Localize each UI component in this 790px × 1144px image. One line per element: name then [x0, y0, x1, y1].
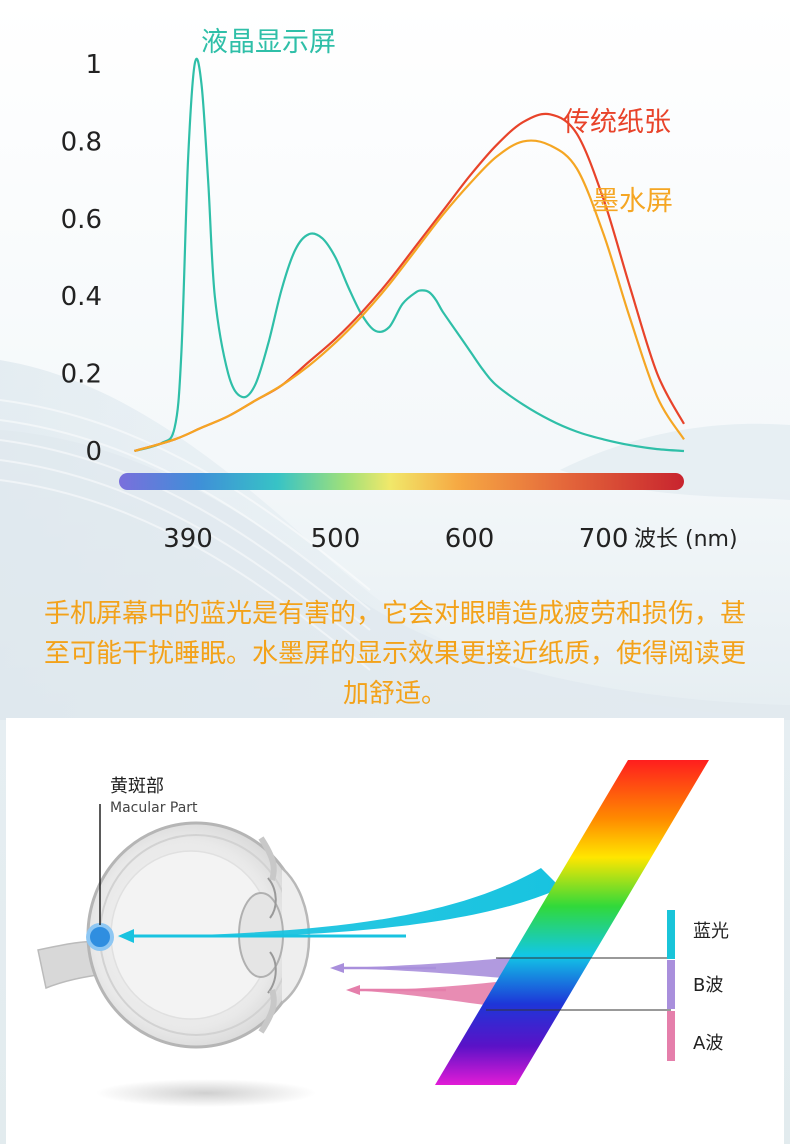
- y-tick-label: 0.6: [61, 205, 102, 235]
- x-tick-label: 700: [579, 524, 629, 554]
- y-tick-label: 0: [85, 437, 102, 467]
- macula-label-en: Macular Part: [110, 800, 198, 816]
- spectrum-prism: [435, 760, 709, 1085]
- macula-label-cn: 黄斑部: [110, 776, 164, 797]
- a-wave-arrowhead: [346, 985, 360, 995]
- caption-text: 手机屏幕中的蓝光是有害的，它会对眼睛造成疲劳和损伤，甚至可能干扰睡眠。水墨屏的显…: [43, 599, 746, 709]
- legend-bar-blue-light: [667, 910, 675, 959]
- y-axis-ticks: 1 0.8 0.6 0.4 0.2 0: [61, 50, 102, 467]
- x-axis-label: 波长 (nm): [634, 527, 738, 552]
- y-tick-label: 0.4: [61, 282, 102, 312]
- x-axis-ticks: 390 500 600 700: [163, 524, 628, 554]
- y-tick-label: 0.2: [61, 360, 102, 390]
- blue-light-arrowhead: [118, 929, 134, 943]
- eye-shadow: [96, 1079, 316, 1107]
- series-label-eink: 墨水屏: [592, 186, 673, 217]
- eye-diagram: 黄斑部 Macular Part 蓝光 B波 A波: [37, 760, 729, 1107]
- spectrum-chart: 1 0.8 0.6 0.4 0.2 0 390 500 600 700 波长 (nm) 液晶显示…: [61, 27, 738, 554]
- legend-label-a-wave: A波: [693, 1033, 723, 1054]
- x-tick-label: 600: [445, 524, 495, 554]
- eink-line: [134, 139, 685, 453]
- series-label-paper: 传统纸张: [563, 107, 671, 138]
- b-wave-arrowhead: [330, 963, 344, 973]
- blue-light-beam: [116, 868, 561, 938]
- a-wave-beam: [351, 980, 516, 1008]
- y-tick-label: 0.8: [61, 127, 102, 157]
- series-label-lcd: 液晶显示屏: [201, 27, 336, 58]
- lcd-screen-line: [134, 57, 685, 453]
- x-tick-label: 390: [163, 524, 213, 554]
- eye-diagram-panel: 黄斑部 Macular Part 蓝光 B波 A波: [6, 718, 784, 1144]
- legend-bar-b-wave: [667, 960, 675, 1009]
- spectrum-bar: [119, 473, 684, 490]
- legend-label-blue-light: 蓝光: [693, 921, 729, 942]
- legend-bar-a-wave: [667, 1011, 675, 1061]
- paper-line: [134, 112, 685, 453]
- legend-label-b-wave: B波: [693, 975, 723, 996]
- macula-dot: [86, 923, 114, 951]
- wave-legend: 蓝光 B波 A波: [486, 910, 729, 1061]
- y-tick-label: 1: [85, 50, 102, 80]
- series-lines: [134, 57, 685, 453]
- x-tick-label: 500: [311, 524, 361, 554]
